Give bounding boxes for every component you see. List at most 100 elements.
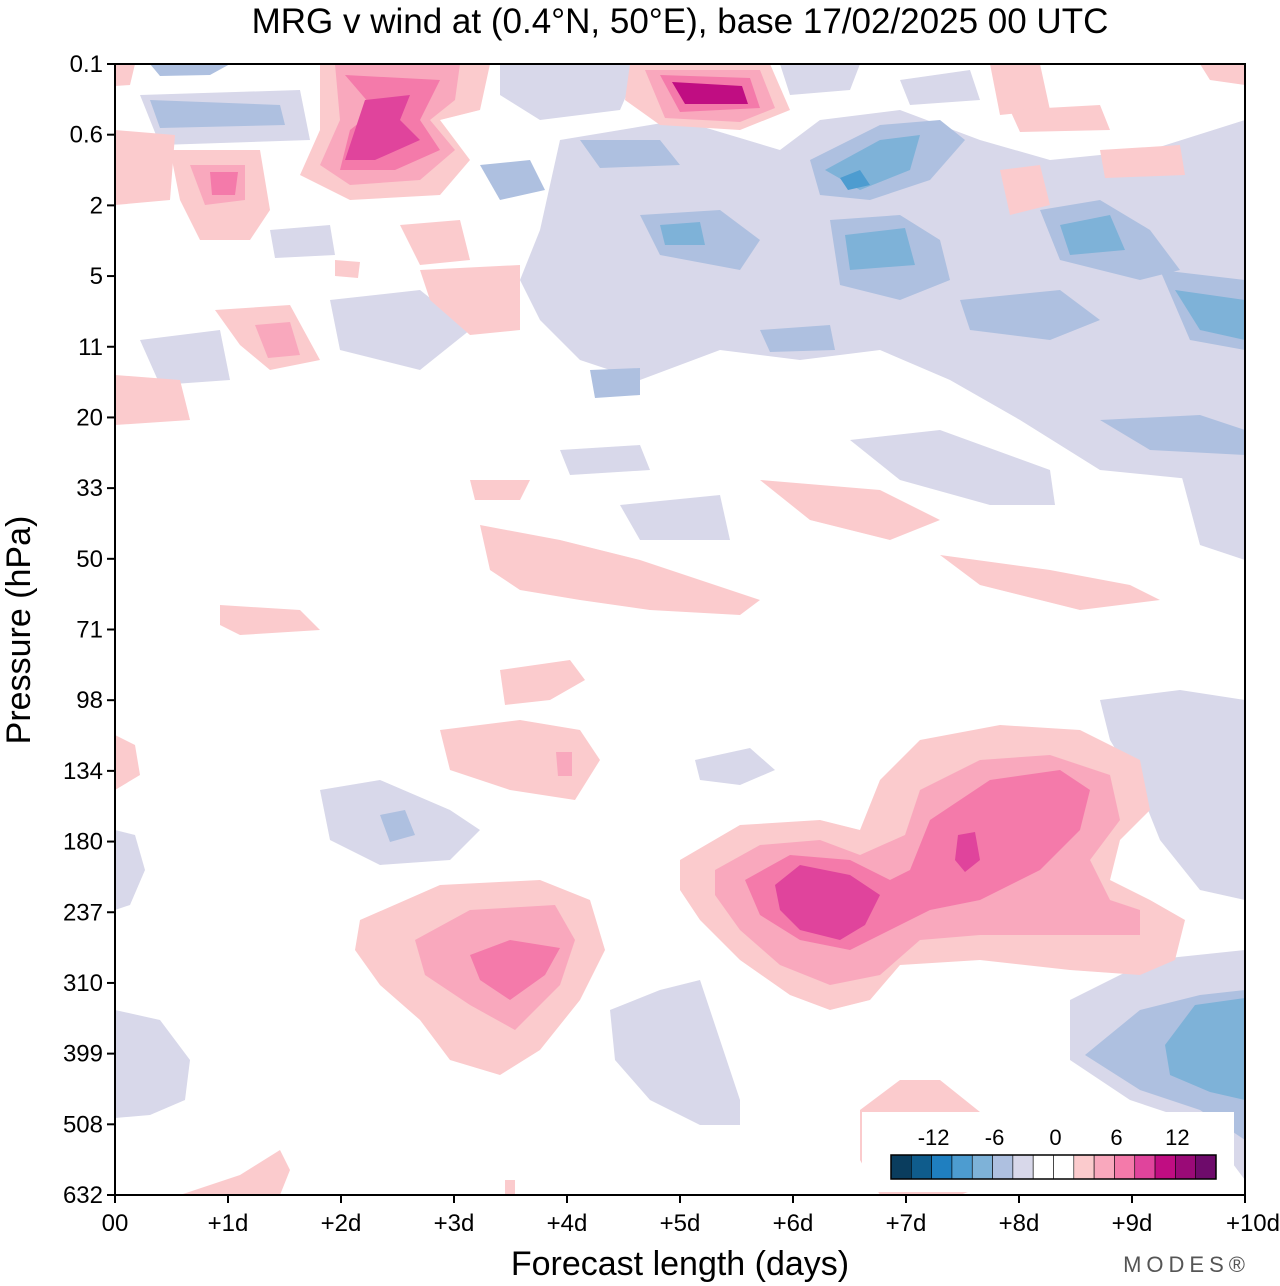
- y-tick-label: 0.1: [70, 51, 103, 78]
- contour-neg-deep: [660, 222, 705, 245]
- y-tick-label: 508: [63, 1111, 103, 1138]
- contour-neg-blob: [610, 980, 740, 1125]
- contour-pos-lower: [955, 832, 980, 872]
- contour-pos-lower: [775, 865, 880, 940]
- x-tick-label: +1d: [208, 1210, 249, 1237]
- colorbar-cell: [1012, 1154, 1034, 1180]
- chart-title: MRG v wind at (0.4°N, 50°E), base 17/02/…: [252, 2, 1109, 41]
- colorbar-legend: -12 -6 0 6 12: [862, 1112, 1234, 1192]
- colorbar-label: -12: [918, 1125, 950, 1150]
- x-tick-label: +7d: [886, 1210, 927, 1237]
- colorbar-label: 0: [1049, 1125, 1061, 1150]
- contour-pos-mid: [940, 555, 1160, 610]
- y-tick-label: 632: [63, 1182, 103, 1209]
- contour-pos-upper: [420, 265, 520, 335]
- contour-pos-upper: [335, 260, 360, 278]
- y-tick-label: 5: [90, 263, 103, 290]
- contour-neg-blob: [695, 748, 775, 785]
- x-axis-label: Forecast length (days): [511, 1245, 849, 1283]
- colorbar-cell: [1154, 1154, 1176, 1180]
- colorbar-cell: [971, 1154, 993, 1180]
- colorbar-background: [862, 1112, 1234, 1192]
- colorbar-cells: [890, 1154, 1217, 1180]
- contour-neg-deep: [150, 64, 230, 76]
- contour-neg-band-upper: [780, 64, 860, 95]
- contour-pos-mid: [220, 605, 320, 635]
- contour-neg-deep: [480, 160, 545, 200]
- contour-pos-upper: [990, 64, 1050, 115]
- contour-neg-band-upper: [900, 70, 980, 105]
- colorbar-cell: [951, 1154, 973, 1180]
- contour-pos-upper: [1100, 145, 1185, 178]
- contour-pos-mid: [470, 480, 530, 500]
- y-axis: 0.1 0.6 2 5 11 20 33 50 71 98 134 180 237 310 399 508 63…: [63, 51, 115, 1209]
- colorbar-cell: [1175, 1154, 1196, 1180]
- contour-pos-lower: [505, 1180, 515, 1195]
- x-tick-label: 00: [102, 1210, 129, 1237]
- contour-pos-upper: [210, 172, 238, 195]
- y-tick-label: 399: [63, 1041, 103, 1068]
- colorbar-labels: -12 -6 0 6 12: [918, 1125, 1190, 1150]
- contour-pos-mid: [480, 525, 760, 615]
- contour-neg-blob: [115, 1010, 190, 1118]
- contour-pos-mid: [440, 720, 600, 800]
- contour-pos-mid: [556, 752, 572, 776]
- colorbar-label: 12: [1165, 1125, 1189, 1150]
- contour-pos-upper: [1000, 165, 1050, 215]
- x-tick-label: +6d: [773, 1210, 814, 1237]
- contour-neg-band-upper: [270, 225, 335, 258]
- colorbar-cell: [931, 1154, 953, 1180]
- x-axis: 00 +1d +2d +3d +4d +5d +6d +7d +8d +9d +10d: [102, 1195, 1280, 1237]
- contour-neg-band-upper: [850, 430, 1055, 505]
- contour-pos-mid: [115, 735, 140, 790]
- contour-pos-mid: [760, 480, 940, 540]
- y-tick-label: 0.6: [70, 122, 103, 149]
- contour-neg-band-upper: [330, 290, 470, 370]
- x-tick-label: +8d: [999, 1210, 1040, 1237]
- contour-neg-deep: [845, 228, 915, 270]
- x-tick-label: +10d: [1226, 1210, 1280, 1237]
- colorbar-cell: [1195, 1154, 1217, 1180]
- colorbar-cell: [911, 1154, 932, 1180]
- contour-neg-band-upper: [140, 330, 230, 385]
- x-tick-label: +4d: [547, 1210, 588, 1237]
- colorbar-frame: [890, 1154, 1217, 1180]
- x-tick-label: +2d: [321, 1210, 362, 1237]
- colorbar-cell: [1032, 1154, 1054, 1180]
- y-tick-label: 237: [63, 899, 103, 926]
- contour-fills: [115, 64, 1245, 1195]
- contour-neg-deep: [840, 170, 870, 190]
- contour-pos-lower: [180, 1150, 290, 1195]
- contour-neg-blob: [1165, 998, 1245, 1100]
- y-tick-label: 50: [76, 546, 103, 573]
- y-tick-label: 98: [76, 687, 103, 714]
- contour-neg-band-upper: [560, 445, 650, 475]
- colorbar-cell: [1134, 1154, 1156, 1180]
- x-tick-label: +3d: [434, 1210, 475, 1237]
- colorbar-cell: [1114, 1154, 1136, 1180]
- contour-pos-upper: [115, 375, 190, 425]
- contour-pos-upper: [345, 95, 420, 160]
- contour-pos-lower: [470, 940, 560, 1000]
- colorbar-label: 6: [1110, 1125, 1122, 1150]
- y-tick-label: 71: [76, 617, 103, 644]
- contour-neg-deep: [150, 100, 285, 128]
- colorbar-cell: [1053, 1154, 1075, 1180]
- contour-neg-deep: [960, 290, 1100, 340]
- y-tick-label: 2: [90, 192, 103, 219]
- contour-pos-upper: [400, 220, 470, 265]
- y-tick-label: 134: [63, 758, 103, 785]
- y-tick-label: 310: [63, 970, 103, 997]
- contour-neg-deep: [760, 325, 835, 352]
- contour-pos-mid: [500, 660, 585, 705]
- contour-neg-blob: [115, 830, 145, 910]
- contour-neg-deep: [580, 140, 680, 168]
- contour-neg-blob: [380, 810, 415, 842]
- contour-neg-blob: [1100, 690, 1245, 900]
- colorbar-label: -6: [985, 1125, 1005, 1150]
- contour-neg-band-upper: [500, 64, 640, 120]
- brand-logo: MODES®: [1123, 1252, 1250, 1277]
- colorbar-cell: [1093, 1154, 1115, 1180]
- contour-neg-deep: [1175, 290, 1245, 340]
- contour-pos-upper: [255, 322, 300, 358]
